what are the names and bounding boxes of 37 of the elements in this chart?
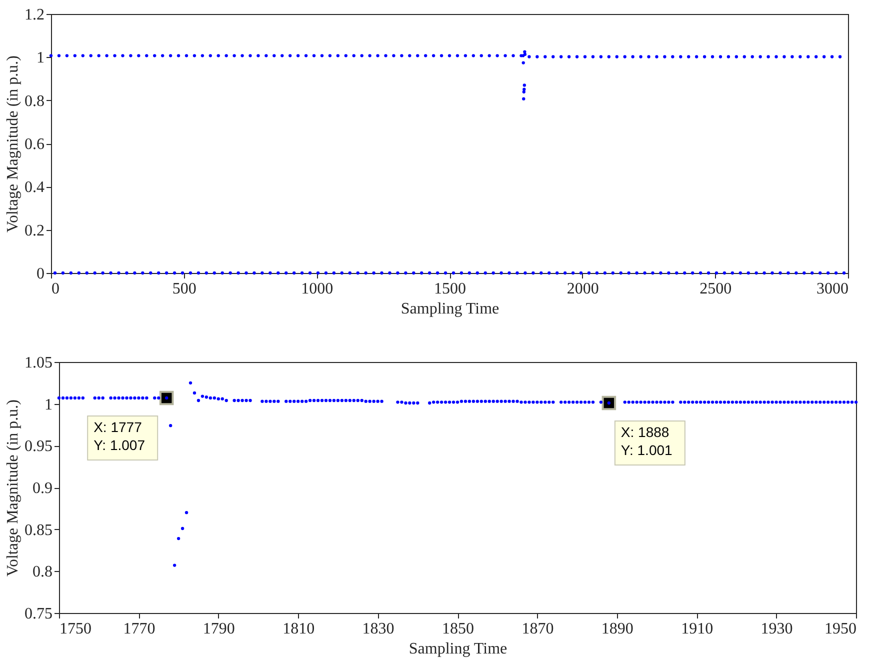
x-tick-label: 500: [172, 280, 196, 298]
y-tick-label: 0: [36, 266, 44, 282]
x-tick-label: 1810: [282, 620, 315, 638]
x-tick-label: 1890: [601, 620, 634, 638]
x-tick-label: 1000: [301, 280, 334, 298]
y-axis-title: Voltage Magnitude (in p.u.): [4, 399, 22, 577]
y-tick-label: 0.95: [24, 438, 52, 456]
y-axis-title: Voltage Magnitude (in p.u.): [4, 55, 22, 233]
x-tick-label: 1930: [760, 620, 793, 638]
y-tick-label: 0.6: [24, 136, 44, 153]
y-tick-label: 1.2: [24, 6, 44, 24]
x-tick-label: 2500: [700, 280, 732, 298]
y-tick-label: 1: [36, 50, 44, 67]
annotation: X: 1888 Y: 1.001: [620, 424, 673, 458]
y-tick-label: 0.4: [24, 179, 44, 196]
y-tick-label: 0.8: [32, 564, 52, 581]
y-tick-label: 0.8: [24, 92, 44, 110]
x-tick-label: 1910: [681, 620, 714, 638]
x-tick-label: 1790: [202, 620, 235, 638]
y-tick-label: 1.05: [24, 354, 52, 372]
x-tick-label: 1770: [123, 620, 156, 638]
x-tick-label: 1950: [824, 620, 856, 638]
y-tick-label: 0.75: [24, 606, 52, 622]
x-tick-label: 1830: [362, 620, 394, 638]
x-tick-label: 1870: [522, 620, 554, 638]
x-axis-title: Sampling Time: [400, 300, 500, 318]
y-tick-label: 0.85: [24, 522, 52, 539]
x-tick-label: 3000: [816, 280, 848, 298]
y-tick-label: 0.2: [24, 222, 44, 240]
x-tick-label: 1850: [442, 620, 474, 638]
x-tick-label: 2000: [566, 280, 599, 298]
y-tick-label: 1: [44, 396, 52, 414]
x-axis-title: Sampling Time: [408, 640, 508, 658]
y-tick-label: 0.9: [32, 480, 52, 497]
annotation: X: 1777 Y: 1.007: [94, 418, 146, 453]
x-tick-label: 1750: [60, 620, 92, 638]
x-tick-label: 1500: [434, 280, 466, 298]
